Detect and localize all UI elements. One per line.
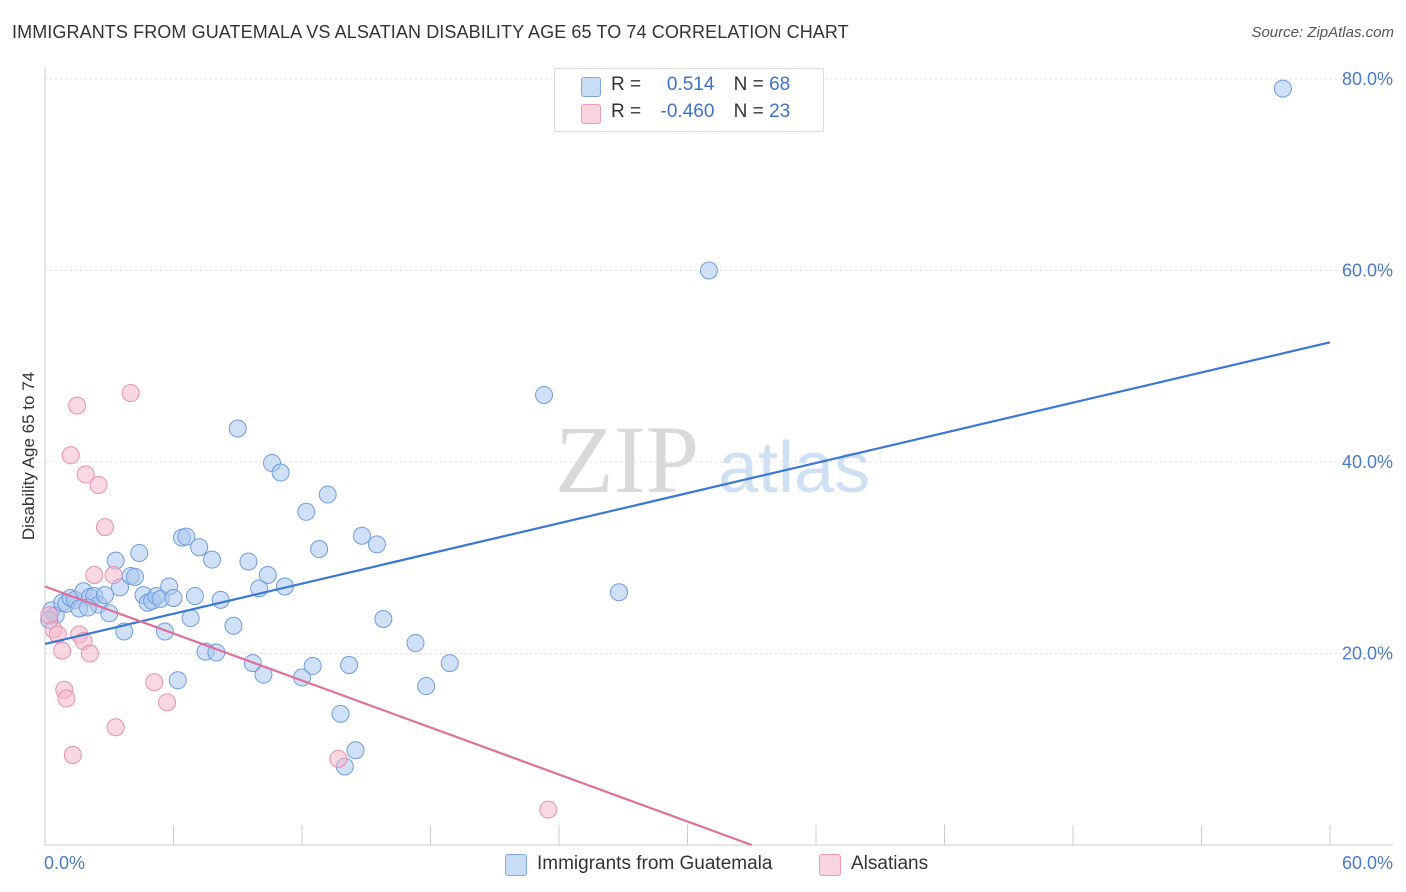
- data-point: [310, 540, 329, 559]
- data-point: [158, 693, 177, 712]
- data-point: [329, 749, 348, 768]
- data-point: [68, 396, 87, 415]
- data-point: [303, 656, 322, 675]
- data-point: [318, 485, 337, 504]
- data-point: [535, 385, 554, 404]
- y-axis-title: Disability Age 65 to 74: [19, 372, 38, 540]
- trend-line-alsatians: [44, 585, 753, 847]
- data-point: [297, 502, 316, 521]
- legend-r-value: -0.460: [660, 101, 715, 122]
- data-point: [203, 550, 222, 569]
- data-point: [346, 741, 365, 760]
- legend-n-label: N =: [733, 74, 764, 95]
- data-point: [1273, 79, 1292, 98]
- bottom-legend-swatch-alsatians: [819, 854, 841, 876]
- x-tick-label: 60.0%: [1342, 853, 1393, 873]
- data-point: [106, 718, 125, 737]
- data-point: [271, 463, 290, 482]
- bottom-legend-swatch-guatemala: [505, 854, 527, 876]
- data-point: [104, 565, 123, 584]
- legend-r-value: 0.514: [666, 74, 715, 95]
- correlation-legend: R = 0.514 N = 68 R = -0.460 N = 23: [554, 68, 824, 132]
- data-point: [211, 590, 230, 609]
- legend-r-label: R =: [611, 74, 642, 95]
- data-point: [406, 633, 425, 652]
- trend-line-guatemala: [44, 341, 1331, 645]
- data-point: [374, 610, 393, 629]
- tick-labels: 20.0% 40.0% 60.0% 80.0% 0.0% 60.0%: [44, 69, 1393, 873]
- y-tick-label: 60.0%: [1342, 261, 1393, 281]
- data-point: [63, 745, 82, 764]
- data-point: [185, 587, 204, 606]
- data-point: [164, 588, 183, 607]
- data-point: [177, 527, 196, 546]
- data-point: [95, 586, 114, 605]
- data-point: [95, 518, 114, 537]
- data-point: [699, 261, 718, 280]
- y-tick-label: 20.0%: [1342, 644, 1393, 664]
- trend-layer: [44, 341, 1331, 847]
- data-point: [145, 673, 164, 692]
- watermark-zip: ZIP: [555, 406, 699, 513]
- data-point: [224, 616, 243, 635]
- data-point: [609, 583, 628, 602]
- source-credit: Source: ZipAtlas.com: [1251, 24, 1394, 41]
- data-point: [340, 655, 359, 674]
- legend-swatch-alsatians: [581, 104, 601, 124]
- data-point: [239, 552, 258, 571]
- legend-n-value: 23: [769, 101, 791, 122]
- data-point: [190, 538, 209, 557]
- bottom-legend-label-guatemala: Immigrants from Guatemala: [537, 853, 773, 874]
- data-point: [61, 446, 80, 465]
- legend-swatch-guatemala: [581, 77, 601, 97]
- data-point: [168, 671, 187, 690]
- legend-n-value: 68: [769, 74, 791, 95]
- data-point: [89, 475, 108, 494]
- legend-r-label: R =: [611, 101, 642, 122]
- data-point: [258, 565, 277, 584]
- data-point: [80, 644, 99, 663]
- data-point: [57, 689, 76, 708]
- y-tick-label: 80.0%: [1342, 69, 1393, 89]
- data-point: [352, 526, 371, 545]
- data-point: [53, 641, 72, 660]
- data-point: [130, 543, 149, 562]
- data-point: [331, 704, 350, 723]
- data-point: [125, 567, 144, 586]
- series-alsatians: [40, 384, 558, 819]
- data-point: [417, 677, 436, 696]
- legend-n-label: N =: [733, 101, 764, 122]
- chart-title: IMMIGRANTS FROM GUATEMALA VS ALSATIAN DI…: [12, 22, 849, 42]
- data-point: [228, 419, 247, 438]
- data-point: [85, 565, 104, 584]
- data-point: [367, 535, 386, 554]
- y-tick-label: 40.0%: [1342, 452, 1393, 472]
- x-tick-label: 0.0%: [44, 853, 85, 873]
- data-point: [440, 654, 459, 673]
- watermark: ZIP atlas: [555, 406, 870, 513]
- data-point: [121, 384, 140, 403]
- data-point: [76, 465, 95, 484]
- axes: [44, 67, 1393, 846]
- bottom-legend-label-alsatians: Alsatians: [851, 853, 929, 874]
- data-point: [539, 800, 558, 819]
